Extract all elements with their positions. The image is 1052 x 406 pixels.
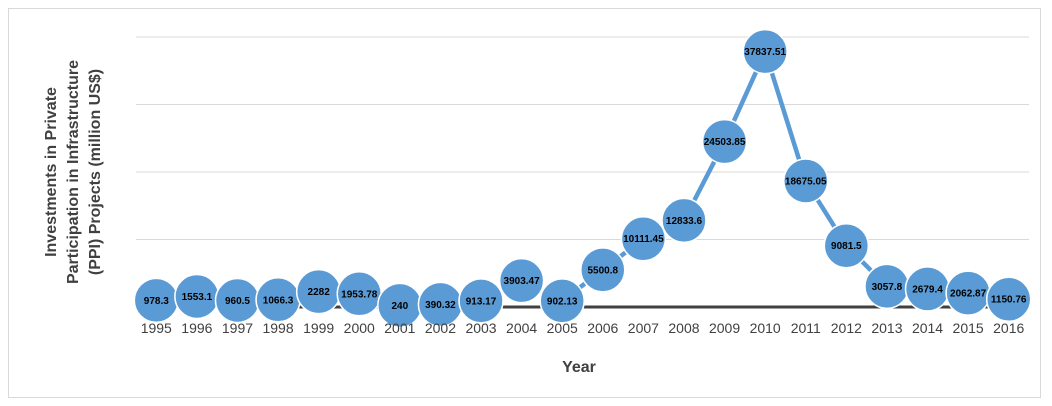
data-label: 1066.3	[263, 295, 294, 306]
x-tick-label: 1995	[141, 320, 172, 336]
x-tick-label: 2008	[668, 320, 699, 336]
data-label: 390.32	[425, 300, 456, 311]
data-label: 37837.51	[744, 47, 786, 58]
data-label: 24503.85	[704, 137, 746, 148]
x-tick-label: 2001	[384, 320, 415, 336]
data-label: 12833.6	[666, 216, 703, 227]
data-labels: 978.3 1553.1 960.5 1066.3 2282 1953.78 240 390.…	[144, 47, 1027, 312]
x-tick-label: 1997	[222, 320, 253, 336]
x-tick-label: 2007	[628, 320, 659, 336]
y-axis-title-line: (PPI) Projects (million US$)	[87, 69, 104, 275]
data-label: 10111.45	[623, 234, 664, 245]
data-label: 5500.8	[587, 265, 618, 276]
data-label: 9081.5	[831, 241, 862, 252]
gridlines	[136, 36, 1029, 240]
data-label: 3057.8	[872, 282, 903, 293]
data-point	[742, 28, 788, 75]
data-label: 960.5	[225, 296, 250, 307]
y-axis-title: Investments in Private Participation in I…	[43, 60, 104, 284]
x-tick-label: 2014	[912, 320, 943, 336]
x-tick-label: 1996	[181, 320, 212, 336]
x-tick-label: 2012	[831, 320, 862, 336]
data-label: 2282	[308, 287, 331, 298]
x-tick-label: 2011	[791, 320, 821, 336]
data-label: 2679.4	[912, 284, 943, 295]
x-tick-label: 2006	[587, 320, 618, 336]
x-tick-label: 2000	[344, 320, 375, 336]
x-tick-label: 2004	[506, 320, 537, 336]
data-point	[701, 118, 748, 165]
data-label: 902.13	[547, 296, 578, 307]
data-label: 913.17	[466, 296, 497, 307]
x-tick-label: 1998	[262, 320, 293, 336]
data-point	[985, 276, 1032, 322]
data-label: 1150.76	[991, 295, 1027, 306]
data-label: 240	[391, 301, 408, 312]
x-tick-labels: 1995 1996 1997 1998 1999 2000 2001 2002 2003 2004…	[141, 320, 1025, 336]
data-point	[580, 247, 626, 293]
x-tick-label: 2013	[871, 320, 902, 336]
data-label: 18675.05	[785, 176, 827, 187]
x-axis-title: Year	[562, 359, 596, 376]
chart-frame	[8, 8, 1041, 398]
x-tick-label: 2010	[750, 320, 781, 336]
data-point	[498, 257, 545, 304]
x-tick-label: 2015	[953, 320, 984, 336]
x-tick-label: 2009	[709, 320, 740, 336]
x-tick-label: 2002	[425, 320, 456, 336]
data-label: 3903.47	[504, 276, 541, 287]
x-tick-label: 2005	[547, 320, 578, 336]
data-markers	[133, 28, 1032, 329]
data-label: 2062.87	[950, 289, 987, 300]
data-point	[661, 197, 707, 244]
data-label: 978.3	[144, 296, 169, 307]
data-point	[783, 158, 829, 204]
x-tick-label: 2003	[465, 320, 496, 336]
y-axis-title-line: Investments in Private	[43, 87, 60, 257]
y-axis-title-line: Participation in Infrastructure	[65, 60, 82, 284]
data-point	[823, 222, 870, 269]
data-label: 1953.78	[341, 289, 378, 300]
data-point	[458, 278, 504, 324]
x-tick-label: 1999	[303, 320, 334, 336]
data-point	[620, 215, 667, 262]
data-label: 1553.1	[182, 292, 213, 303]
data-point	[539, 278, 585, 324]
x-tick-label: 2016	[993, 320, 1024, 336]
